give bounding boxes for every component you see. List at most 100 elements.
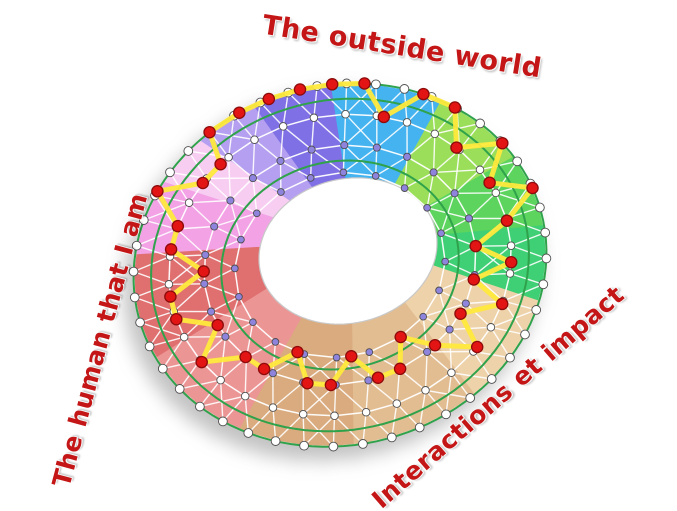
node[interactable]: [450, 189, 459, 198]
node[interactable]: [201, 250, 210, 259]
selected-node[interactable]: [470, 340, 484, 354]
node[interactable]: [230, 264, 239, 273]
node[interactable]: [240, 391, 250, 401]
node[interactable]: [506, 241, 516, 250]
node[interactable]: [371, 172, 380, 180]
node[interactable]: [144, 341, 155, 352]
node[interactable]: [399, 84, 410, 94]
node[interactable]: [307, 145, 316, 154]
node[interactable]: [403, 152, 412, 161]
node[interactable]: [237, 235, 245, 244]
node[interactable]: [195, 401, 205, 412]
selected-node[interactable]: [454, 307, 467, 320]
node[interactable]: [486, 323, 496, 332]
selected-node[interactable]: [495, 297, 509, 311]
selected-node[interactable]: [195, 355, 208, 369]
node[interactable]: [174, 384, 185, 394]
node[interactable]: [475, 118, 485, 129]
node[interactable]: [491, 188, 501, 198]
node[interactable]: [464, 214, 473, 223]
node[interactable]: [183, 146, 194, 156]
node[interactable]: [210, 222, 219, 231]
node[interactable]: [179, 332, 189, 342]
node[interactable]: [437, 229, 445, 238]
node[interactable]: [135, 317, 145, 328]
node[interactable]: [268, 403, 278, 412]
selected-node[interactable]: [483, 176, 496, 189]
node[interactable]: [447, 368, 456, 377]
selected-node[interactable]: [345, 350, 358, 363]
node[interactable]: [392, 399, 402, 408]
node[interactable]: [339, 168, 348, 177]
selected-node[interactable]: [448, 101, 462, 114]
node[interactable]: [200, 279, 209, 288]
node[interactable]: [270, 436, 281, 446]
node[interactable]: [226, 196, 235, 205]
selected-node[interactable]: [164, 290, 177, 303]
node[interactable]: [486, 374, 497, 384]
selected-node[interactable]: [496, 136, 509, 150]
selected-node[interactable]: [171, 219, 185, 233]
selected-node[interactable]: [450, 141, 463, 154]
node[interactable]: [306, 174, 315, 182]
node[interactable]: [538, 279, 549, 290]
node[interactable]: [421, 386, 430, 395]
node[interactable]: [465, 393, 476, 403]
node[interactable]: [276, 156, 285, 165]
selected-node[interactable]: [301, 376, 314, 390]
selected-node[interactable]: [394, 330, 407, 344]
node[interactable]: [268, 369, 277, 378]
selected-node[interactable]: [377, 110, 391, 124]
node[interactable]: [341, 109, 350, 119]
node[interactable]: [221, 332, 230, 341]
selected-node[interactable]: [393, 362, 407, 376]
node[interactable]: [365, 348, 374, 356]
node[interactable]: [423, 347, 432, 356]
node[interactable]: [309, 113, 319, 123]
node[interactable]: [429, 168, 438, 177]
selected-node[interactable]: [467, 273, 481, 286]
node[interactable]: [386, 432, 397, 443]
selected-node[interactable]: [233, 106, 246, 119]
node[interactable]: [361, 407, 371, 417]
node[interactable]: [372, 143, 381, 152]
node[interactable]: [505, 352, 515, 363]
selected-node[interactable]: [417, 87, 430, 101]
selected-node[interactable]: [500, 214, 514, 227]
node[interactable]: [505, 269, 515, 278]
node[interactable]: [164, 280, 174, 289]
node[interactable]: [277, 188, 285, 196]
selected-node[interactable]: [197, 265, 210, 278]
node[interactable]: [165, 167, 175, 178]
node[interactable]: [358, 439, 368, 449]
node[interactable]: [330, 411, 339, 421]
node[interactable]: [248, 174, 257, 183]
selected-node[interactable]: [214, 157, 227, 171]
node[interactable]: [540, 227, 551, 238]
node[interactable]: [531, 305, 542, 315]
node[interactable]: [235, 292, 243, 301]
selected-node[interactable]: [262, 92, 276, 106]
selected-node[interactable]: [257, 362, 271, 376]
node[interactable]: [249, 318, 257, 327]
node[interactable]: [535, 202, 545, 213]
node[interactable]: [216, 375, 225, 385]
node[interactable]: [520, 329, 530, 340]
selected-node[interactable]: [291, 345, 304, 359]
selected-node[interactable]: [196, 176, 210, 190]
node[interactable]: [475, 165, 485, 175]
selected-node[interactable]: [526, 181, 539, 195]
selected-node[interactable]: [211, 318, 224, 332]
node[interactable]: [224, 153, 233, 162]
node[interactable]: [252, 209, 261, 218]
node[interactable]: [207, 307, 216, 316]
node[interactable]: [402, 118, 412, 127]
node[interactable]: [541, 253, 552, 264]
node[interactable]: [441, 257, 450, 266]
node[interactable]: [138, 215, 149, 225]
selected-node[interactable]: [504, 255, 518, 269]
node[interactable]: [131, 240, 142, 251]
node[interactable]: [243, 428, 254, 438]
selected-node[interactable]: [239, 350, 252, 364]
node[interactable]: [298, 409, 308, 419]
